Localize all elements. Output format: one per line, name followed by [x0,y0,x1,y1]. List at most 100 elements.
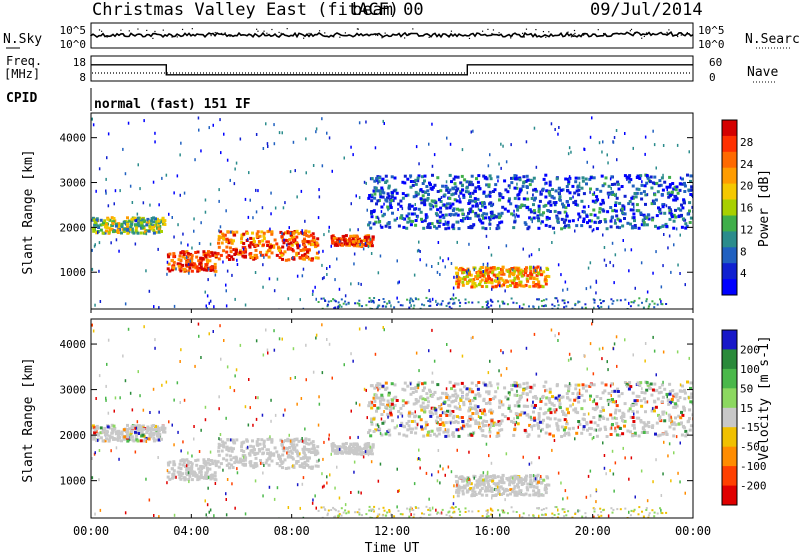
heatmap-cell [558,398,561,402]
heatmap-cell [430,429,434,433]
heatmap-cell [539,190,541,194]
heatmap-cell [661,203,665,207]
heatmap-cell [542,299,545,302]
heatmap-cell [206,469,210,473]
heatmap-cell [472,285,476,289]
heatmap-cell [384,432,388,436]
heatmap-cell [135,219,138,223]
heatmap-cell [373,386,377,390]
heatmap-cell [466,275,470,279]
heatmap-cell [582,412,586,416]
heatmap-cell [99,218,103,222]
heatmap-cell [481,482,485,486]
heatmap-cell [511,268,514,272]
heatmap-cell [377,217,380,221]
heatmap-cell [369,307,372,309]
heatmap-cell [188,474,192,478]
heatmap-cell [610,175,614,179]
heatmap-cell [452,293,455,297]
heatmap-cell [134,228,138,232]
heatmap-cell [302,233,306,237]
heatmap-cell [548,200,552,204]
heatmap-cell [414,389,418,393]
heatmap-cell [537,489,541,492]
heatmap-cell [281,232,285,236]
heatmap-cell [494,284,498,288]
heatmap-cell [388,408,392,412]
heatmap-cell [688,201,692,205]
heatmap-cell [635,399,639,403]
noise-search-dot [404,37,406,39]
heatmap-cell [485,390,489,394]
heatmap-cell [266,437,270,441]
heatmap-cell [392,189,396,193]
heatmap-cell [496,175,500,179]
heatmap-cell [645,174,649,177]
heatmap-cell [678,396,682,399]
heatmap-cell [592,383,596,387]
heatmap-cell [107,230,111,234]
heatmap-cell [133,424,137,428]
heatmap-cell [485,177,489,181]
heatmap-cell [519,476,523,480]
heatmap-cell [207,458,210,462]
heatmap-cell [413,419,417,423]
heatmap-cell [128,219,132,223]
heatmap-cell [429,390,432,394]
heatmap-cell [374,186,378,190]
heatmap-cell [315,127,318,131]
heatmap-cell [425,215,429,219]
heatmap-cell [510,383,513,387]
heatmap-cell [235,252,239,255]
heatmap-cell [349,228,351,232]
heatmap-cell [582,427,586,431]
heatmap-cell [574,176,578,180]
heatmap-cell [354,242,358,246]
heatmap-cell [474,186,478,190]
heatmap-cell [459,405,461,408]
heatmap-cell [179,269,183,273]
heatmap-cell [218,407,220,411]
heatmap-cell [537,280,541,284]
heatmap-cell [411,427,415,431]
heatmap-cell [479,416,483,420]
heatmap-cell [231,257,235,261]
heatmap-cell [415,145,418,149]
heatmap-cell [442,423,446,427]
heatmap-cell [423,174,427,178]
heatmap-cell [607,195,610,199]
heatmap-cell [650,186,654,190]
heatmap-cell [513,209,515,213]
heatmap-cell [345,450,349,454]
noise-search-dot [523,36,525,38]
heatmap-cell [303,453,307,457]
heatmap-cell [464,190,468,194]
heatmap-cell [179,360,181,363]
heatmap-cell [651,218,654,222]
heatmap-cell [428,226,432,230]
heatmap-cell [615,196,619,200]
noise-search-dot [521,32,524,34]
heatmap-cell [354,239,358,243]
heatmap-cell [525,392,529,396]
heatmap-cell [468,424,472,428]
heatmap-cell [407,424,411,428]
noise-search-dot [574,32,576,35]
heatmap-cell [123,227,127,231]
heatmap-cell [262,234,266,238]
heatmap-cell [532,188,536,192]
heatmap-cell [301,465,305,469]
heatmap-cell [540,266,542,270]
heatmap-cell [251,242,255,246]
heatmap-cell [455,271,459,275]
heatmap-cell [399,199,403,203]
heatmap-cell [350,352,352,356]
heatmap-cell [432,205,435,209]
heatmap-cell [456,483,458,487]
heatmap-cell [292,464,296,468]
heatmap-cell [473,475,477,478]
heatmap-cell [321,371,324,375]
heatmap-cell [226,158,229,162]
heatmap-cell [438,215,442,219]
heatmap-cell [439,200,443,203]
